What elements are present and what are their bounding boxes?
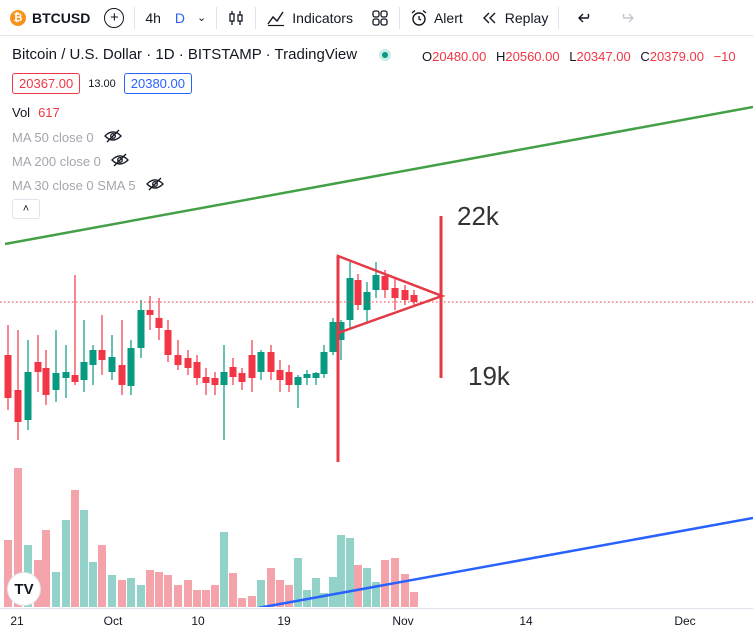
green-trendline[interactable]	[4, 105, 753, 246]
ma200-indicator-legend[interactable]: MA 200 close 0	[12, 153, 129, 170]
candlestick-chart-type-icon[interactable]	[227, 9, 245, 27]
close-value: 20379.00	[649, 49, 704, 64]
high-label: H	[495, 49, 506, 64]
high-value: 20560.00	[505, 49, 560, 64]
eye-hidden-icon[interactable]	[110, 153, 129, 170]
symbol-search[interactable]: ₿ BTCUSD	[10, 9, 91, 26]
open-label: O	[422, 49, 433, 64]
triangle-pattern-drawing[interactable]	[336, 254, 446, 335]
ma30-indicator-legend[interactable]: MA 30 close 0 SMA 5	[12, 177, 164, 194]
close-label: C	[640, 49, 650, 64]
volume-bars	[4, 468, 418, 607]
replay-label: Replay	[504, 9, 549, 26]
spread-value: 13.00	[88, 77, 116, 90]
time-axis-label: Dec	[674, 614, 696, 628]
rewind-icon	[481, 11, 499, 25]
alert-button[interactable]: Alert	[410, 9, 463, 27]
low-value: 20347.00	[576, 49, 631, 64]
price-chart-canvas[interactable]	[0, 37, 753, 607]
indicators-label: Indicators	[292, 9, 353, 26]
toolbar-separator	[398, 6, 400, 29]
timeframe-4h-button[interactable]: 4h	[145, 9, 161, 26]
ma200-label: MA 200 close 0	[12, 154, 101, 169]
time-axis-label: Nov	[392, 614, 414, 628]
collapse-legend-button[interactable]: ˄	[12, 199, 40, 219]
open-value: 20480.00	[432, 49, 487, 64]
redo-icon[interactable]	[617, 10, 635, 26]
ma30-label: MA 30 close 0 SMA 5	[12, 178, 136, 193]
compare-add-icon[interactable]: +	[104, 7, 125, 28]
toolbar-separator	[216, 6, 218, 29]
buy-price-button[interactable]: 20380.00	[123, 73, 192, 94]
toolbar-separator	[134, 6, 136, 29]
candlesticks	[4, 262, 418, 440]
time-axis-label: 19	[277, 614, 291, 628]
time-axis-label: Oct	[103, 614, 123, 628]
time-axis[interactable]: 21 Oct 10 19 Nov 14 Dec	[0, 608, 753, 628]
symbol-title: Bitcoin / U.S. Dollar · 1D · BITSTAMP · …	[12, 46, 358, 63]
timeframe-chevron-down-icon[interactable]: ⌄	[197, 12, 207, 24]
blue-trendline[interactable]	[257, 516, 753, 607]
replay-button[interactable]: Replay	[481, 9, 549, 26]
eye-hidden-icon[interactable]	[103, 129, 122, 146]
indicators-button[interactable]: Indicators	[266, 9, 353, 27]
symbol-label: BTCUSD	[32, 9, 91, 26]
time-axis-label: 10	[191, 614, 205, 628]
ma50-indicator-legend[interactable]: MA 50 close 0	[12, 129, 122, 146]
layout-grid-icon[interactable]	[371, 9, 389, 27]
alarm-clock-icon	[410, 9, 428, 27]
bitcoin-icon: ₿	[10, 9, 26, 26]
chart-legend: Bitcoin / U.S. Dollar · 1D · BITSTAMP · …	[12, 46, 392, 63]
volume-indicator-legend[interactable]: Vol 617	[12, 105, 60, 120]
sell-price-button[interactable]: 20367.00	[12, 73, 81, 94]
chart-pane[interactable]	[0, 37, 753, 607]
time-axis-label: 21	[10, 614, 24, 628]
market-status-icon[interactable]	[379, 48, 392, 61]
annotation-22k[interactable]: 22k	[457, 201, 499, 231]
eye-hidden-icon[interactable]	[145, 177, 164, 194]
change-value: −10	[713, 49, 736, 64]
ohlc-values: O20480.00 H20560.00 L20347.00 C20379.00 …	[422, 49, 742, 64]
low-label: L	[569, 49, 577, 64]
annotation-19k[interactable]: 19k	[468, 361, 510, 391]
buy-sell-panel: 20367.00 13.00 20380.00	[12, 73, 192, 94]
indicators-icon	[266, 9, 286, 27]
volume-value: 617	[38, 105, 60, 120]
volume-label: Vol	[12, 105, 31, 120]
toolbar-separator	[255, 6, 257, 29]
alert-label: Alert	[433, 9, 463, 26]
undo-icon[interactable]	[577, 10, 595, 26]
tradingview-logo[interactable]: TV	[8, 573, 40, 605]
time-axis-label: 14	[519, 614, 533, 628]
toolbar-separator	[558, 6, 560, 29]
timeframe-d-button[interactable]: D	[174, 9, 186, 26]
top-toolbar: ₿ BTCUSD + 4h D ⌄ Indicators	[0, 0, 753, 36]
ma50-label: MA 50 close 0	[12, 130, 94, 145]
